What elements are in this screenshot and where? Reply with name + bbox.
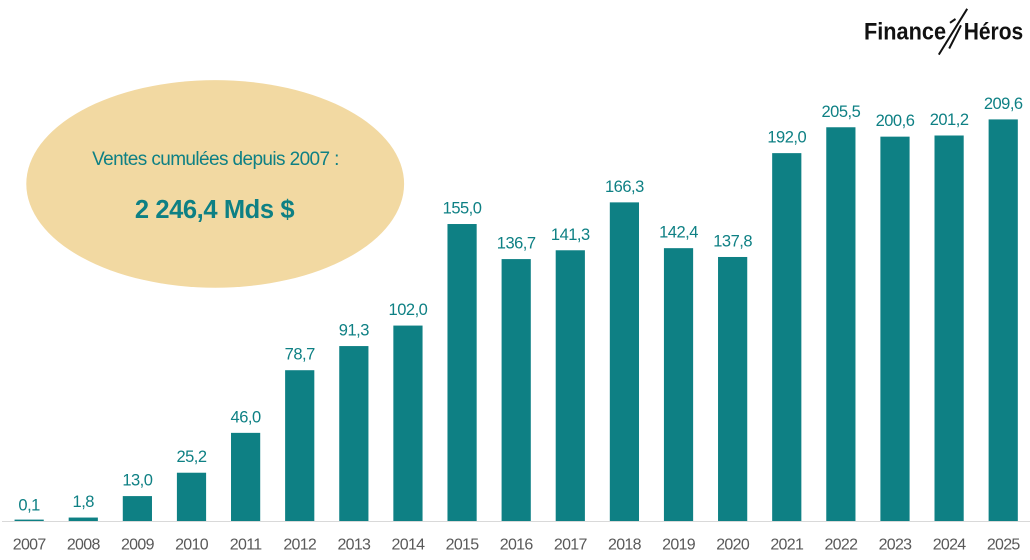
svg-text:201,2: 201,2 [930,111,969,129]
svg-text:2012: 2012 [283,536,317,553]
svg-text:46,0: 46,0 [231,408,261,426]
svg-text:Ventes cumulées depuis 2007 :: Ventes cumulées depuis 2007 : [92,149,339,170]
svg-text:102,0: 102,0 [389,301,428,319]
svg-text:2008: 2008 [67,536,101,553]
svg-text:166,3: 166,3 [605,178,644,196]
svg-text:2011: 2011 [230,536,262,553]
svg-text:155,0: 155,0 [443,200,482,218]
svg-text:200,6: 200,6 [876,112,915,130]
svg-text:137,8: 137,8 [713,232,752,250]
svg-text:Héros: Héros [964,18,1023,45]
svg-text:25,2: 25,2 [176,448,206,466]
svg-text:2021: 2021 [770,536,804,553]
svg-text:2019: 2019 [662,536,696,553]
svg-text:2015: 2015 [446,536,480,553]
svg-text:2009: 2009 [121,536,155,553]
svg-text:209,6: 209,6 [984,95,1023,113]
svg-text:2016: 2016 [500,536,534,553]
svg-text:136,7: 136,7 [497,235,536,253]
svg-text:2007: 2007 [13,536,47,553]
svg-text:142,4: 142,4 [659,224,698,242]
svg-text:78,7: 78,7 [285,346,315,364]
svg-text:2023: 2023 [879,536,913,553]
svg-text:2025: 2025 [987,536,1021,553]
svg-text:1,8: 1,8 [73,493,95,511]
svg-text:2010: 2010 [175,536,209,553]
svg-text:141,3: 141,3 [551,226,590,244]
svg-text:2018: 2018 [608,536,642,553]
svg-text:Finance: Finance [864,17,946,44]
svg-text:2020: 2020 [716,536,750,553]
svg-text:13,0: 13,0 [122,472,152,490]
svg-text:2 246,4 Mds $: 2 246,4 Mds $ [135,196,294,224]
svg-text:2022: 2022 [824,536,858,553]
svg-text:192,0: 192,0 [767,129,806,147]
svg-text:0,1: 0,1 [18,496,40,514]
svg-text:2024: 2024 [933,536,967,553]
svg-text:2017: 2017 [554,536,588,553]
svg-text:2013: 2013 [337,536,371,553]
svg-text:91,3: 91,3 [339,322,369,340]
svg-text:2014: 2014 [392,536,426,553]
svg-text:205,5: 205,5 [821,103,860,121]
